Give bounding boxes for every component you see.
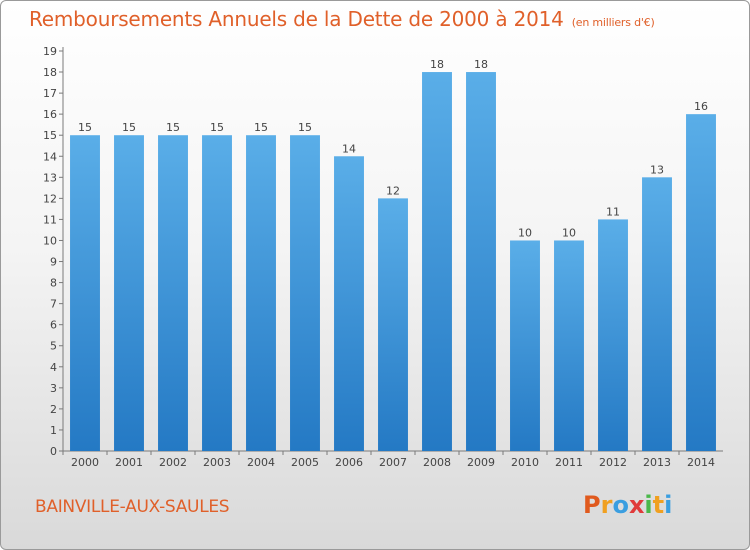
bar — [598, 219, 628, 451]
y-tick-label: 13 — [43, 171, 57, 184]
data-label: 13 — [650, 163, 664, 176]
y-tick-label: 11 — [43, 213, 57, 226]
y-tick-label: 17 — [43, 87, 57, 100]
x-tick-label: 2004 — [247, 456, 275, 469]
y-tick-label: 7 — [50, 298, 57, 311]
x-tick-label: 2006 — [335, 456, 363, 469]
bar — [554, 240, 584, 451]
data-labels: 15 15 15 15 15 15 14 12 18 18 10 10 11 13 16 — [78, 58, 708, 239]
data-label: 15 — [78, 121, 92, 134]
logo-letter: i — [644, 491, 653, 519]
data-label: 16 — [694, 100, 708, 113]
x-tick-label: 2013 — [643, 456, 671, 469]
logo-letter: x — [628, 491, 645, 519]
data-label: 10 — [518, 226, 532, 239]
chart-unit: (en milliers d'€) — [571, 16, 655, 29]
proxiti-logo: Proxiti — [583, 491, 672, 519]
x-tick-label: 2012 — [599, 456, 627, 469]
data-label: 15 — [298, 121, 312, 134]
x-tick-label: 2011 — [555, 456, 583, 469]
y-tick-label: 5 — [50, 340, 57, 353]
x-tick-label: 2005 — [291, 456, 319, 469]
data-label: 15 — [166, 121, 180, 134]
x-tick-label: 2010 — [511, 456, 539, 469]
data-label: 18 — [474, 58, 488, 71]
x-tick-label: 2003 — [203, 456, 231, 469]
y-tick-label: 9 — [50, 256, 57, 269]
data-label: 10 — [562, 226, 576, 239]
logo-letter: o — [612, 491, 629, 519]
data-label: 11 — [606, 205, 620, 218]
bar — [114, 135, 144, 452]
y-tick-label: 1 — [50, 424, 57, 437]
x-tick-label: 2000 — [71, 456, 99, 469]
x-tick-label: 2001 — [115, 456, 143, 469]
y-tick-label: 18 — [43, 66, 57, 79]
x-tick-label: 2008 — [423, 456, 451, 469]
data-label: 12 — [386, 184, 400, 197]
y-tick-label: 0 — [50, 445, 57, 458]
bars — [70, 72, 716, 452]
logo-letter: t — [652, 491, 665, 519]
data-label: 14 — [342, 142, 356, 155]
y-tick-label: 16 — [43, 108, 57, 121]
y-tick-label: 4 — [50, 361, 57, 374]
bar — [466, 72, 496, 451]
data-label: 15 — [210, 121, 224, 134]
x-tick-label: 2002 — [159, 456, 187, 469]
data-label: 15 — [122, 121, 136, 134]
bar — [70, 135, 100, 452]
bar — [290, 135, 320, 452]
chart-title: Remboursements Annuels de la Dette de 20… — [29, 7, 655, 31]
bar — [158, 135, 188, 452]
data-label: 18 — [430, 58, 444, 71]
bar — [334, 156, 364, 451]
x-tick-label: 2009 — [467, 456, 495, 469]
bar — [246, 135, 276, 452]
place-name: BAINVILLE-AUX-SAULES — [35, 497, 230, 517]
y-tick-label: 8 — [50, 277, 57, 290]
x-tick-label: 2014 — [687, 456, 715, 469]
x-tick-label: 2007 — [379, 456, 407, 469]
chart-title-text: Remboursements Annuels de la Dette de 20… — [29, 7, 564, 31]
y-tick-label: 14 — [43, 150, 57, 163]
y-tick-label: 6 — [50, 319, 57, 332]
y-tick-label: 12 — [43, 192, 57, 205]
y-tick-label: 2 — [50, 403, 57, 416]
y-tick-label: 15 — [43, 129, 57, 142]
logo-letter: r — [600, 491, 613, 519]
bar — [378, 198, 408, 451]
bar — [510, 240, 540, 451]
y-tick-label: 10 — [43, 234, 57, 247]
bar — [202, 135, 232, 452]
logo-letter: P — [583, 491, 601, 519]
data-label: 15 — [254, 121, 268, 134]
bar — [642, 177, 672, 451]
y-tick-label: 19 — [43, 45, 57, 58]
bar — [686, 114, 716, 451]
logo-letter: i — [664, 491, 673, 519]
y-tick-label: 3 — [50, 382, 57, 395]
bar — [422, 72, 452, 451]
